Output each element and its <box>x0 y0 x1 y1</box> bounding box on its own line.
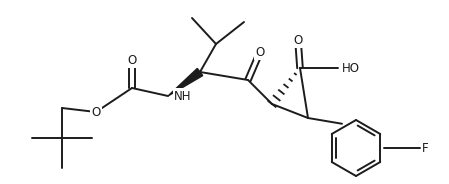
Text: O: O <box>293 33 303 47</box>
Text: O: O <box>128 54 136 66</box>
Text: NH: NH <box>174 89 192 102</box>
Text: O: O <box>255 45 264 59</box>
Text: HO: HO <box>342 61 360 75</box>
Text: F: F <box>422 141 429 155</box>
Polygon shape <box>168 68 202 96</box>
Text: O: O <box>92 105 101 118</box>
